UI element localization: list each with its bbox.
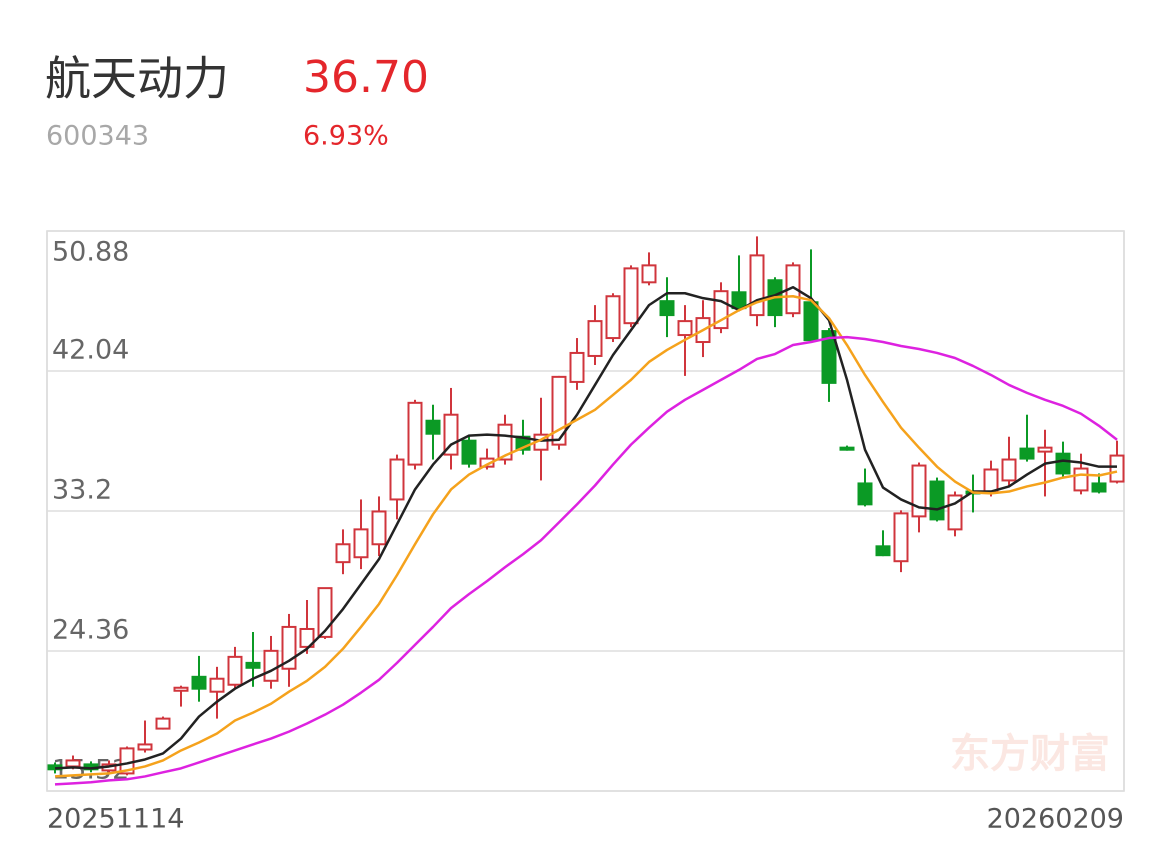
candle-body [821, 330, 837, 384]
candle-body [1109, 454, 1125, 483]
candle-body [173, 686, 189, 692]
candle-body [155, 717, 171, 730]
candle-body [731, 291, 747, 310]
candle-body [497, 423, 513, 461]
candle-body [659, 300, 675, 317]
stock-name: 航天动力 [45, 52, 229, 106]
candle-body [389, 458, 405, 501]
moving-average-line [54, 294, 1118, 778]
y-tick-label: 42.04 [52, 335, 129, 366]
candle-body [407, 401, 423, 466]
candle-body [875, 545, 891, 557]
candle-body [587, 320, 603, 357]
stock-price: 36.70 [303, 52, 429, 103]
candle-body [623, 267, 639, 325]
candle-body [839, 446, 855, 451]
candle-body [425, 419, 441, 435]
candle-body [263, 649, 279, 682]
candle-body [299, 627, 315, 648]
candle-body [1055, 452, 1071, 475]
candle-body [317, 587, 333, 638]
stock-code: 600343 [46, 121, 149, 152]
candle-body [605, 295, 621, 340]
candle-body [1091, 482, 1107, 493]
candle-body [353, 528, 369, 559]
y-tick-label: 24.36 [52, 615, 129, 646]
candle-body [65, 759, 81, 768]
candle-body [1019, 447, 1035, 460]
candle-body [893, 512, 909, 563]
candle-body [803, 301, 819, 342]
watermark: 东方财富 [950, 731, 1110, 777]
y-tick-label: 33.2 [52, 475, 112, 506]
candle-body [857, 482, 873, 506]
candle-body [335, 543, 351, 564]
candle-body [641, 264, 657, 284]
y-tick-label: 50.88 [52, 237, 129, 268]
candle-body [1073, 467, 1089, 492]
candle-body [191, 675, 207, 690]
x-tick-label: 20251114 [47, 804, 184, 835]
price-change: 6.93% [303, 121, 389, 152]
candle-body [137, 743, 153, 751]
candle-body [929, 480, 945, 521]
candle-body [1001, 458, 1017, 482]
x-tick-label: 20260209 [987, 804, 1124, 835]
candle-body [1037, 446, 1053, 453]
candle-body [911, 464, 927, 518]
candle-body [677, 320, 693, 337]
candle-body [245, 661, 261, 669]
candle-body [209, 677, 225, 693]
moving-average-line [54, 285, 1117, 770]
candle-body [461, 439, 477, 465]
candle-body [749, 254, 765, 317]
candle-body [227, 655, 243, 686]
candle-body [371, 510, 387, 546]
candle-body [443, 413, 459, 456]
candle-body [569, 351, 585, 383]
moving-average-line [54, 335, 1118, 786]
